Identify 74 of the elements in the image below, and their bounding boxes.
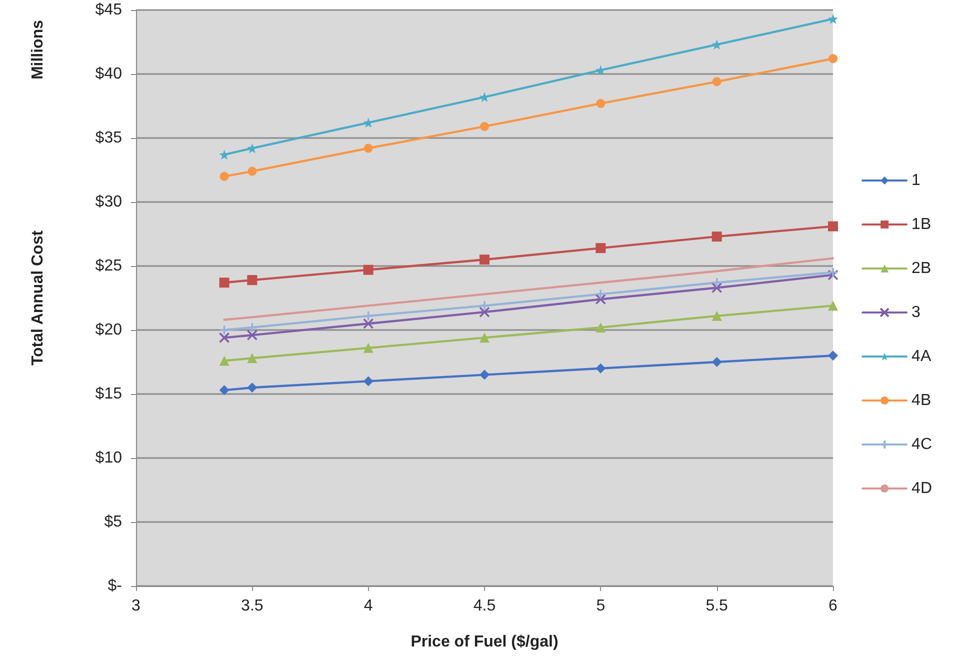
point <box>480 370 490 380</box>
point <box>828 54 838 64</box>
point <box>363 376 374 386</box>
point <box>362 318 374 329</box>
x-tick-label: 3 <box>132 598 141 614</box>
point <box>712 310 722 321</box>
legend-label: 4C <box>912 436 932 453</box>
point <box>247 382 258 393</box>
y-tick-label: $5 <box>104 514 122 530</box>
point <box>247 275 258 286</box>
point <box>712 232 722 242</box>
point <box>711 282 722 294</box>
y-tick-label: $40 <box>95 66 122 82</box>
point <box>480 92 490 102</box>
point <box>711 277 722 288</box>
point <box>362 310 374 322</box>
x-axis-title: Price of Fuel ($/gal) <box>410 634 558 650</box>
point <box>218 324 230 336</box>
point <box>828 14 838 24</box>
line-series <box>223 257 834 321</box>
point <box>828 221 838 232</box>
x-tick-label: 4 <box>364 598 373 614</box>
point <box>479 300 490 312</box>
point <box>480 122 489 131</box>
point <box>595 288 606 300</box>
legend-label: 4B <box>912 392 932 409</box>
x-tick-label: 5.5 <box>706 598 728 614</box>
point <box>828 350 838 361</box>
y-tick-label: $45 <box>95 2 122 18</box>
x-tick-label: 5 <box>596 598 606 614</box>
point <box>828 267 838 278</box>
point <box>712 40 722 50</box>
point <box>479 306 490 318</box>
point <box>246 330 258 341</box>
y-tick-label: $25 <box>95 258 122 274</box>
y-tick-label: $30 <box>95 194 122 210</box>
legend-label: 2B <box>912 260 932 277</box>
point <box>219 278 230 288</box>
x-tick-label: 3.5 <box>241 598 264 614</box>
point <box>596 322 606 332</box>
x-tick-label: 6 <box>828 598 838 614</box>
point <box>596 98 606 108</box>
point <box>247 353 258 364</box>
point <box>363 264 374 275</box>
point <box>218 332 230 344</box>
text: Millions <box>30 20 46 80</box>
legend-label: 4A <box>912 348 932 365</box>
point <box>828 270 838 280</box>
y-tick-label: $- <box>108 578 122 594</box>
y-tick-label: $10 <box>95 450 122 466</box>
y-tick-label: $15 <box>95 386 122 402</box>
point <box>248 166 257 176</box>
point <box>480 332 490 343</box>
y-tick-label: $35 <box>95 130 122 146</box>
y-axis-title: Total Annual Cost <box>30 230 46 366</box>
point <box>596 243 606 254</box>
point <box>246 322 258 333</box>
y-tick-label: $20 <box>95 322 122 338</box>
legend-label: 1 <box>912 172 921 189</box>
point <box>363 342 374 353</box>
point <box>595 294 606 305</box>
legend-label: 4D <box>912 480 932 497</box>
point <box>364 144 373 153</box>
point <box>828 300 838 311</box>
point <box>220 172 229 181</box>
x-tick-label: 4.5 <box>473 598 496 614</box>
point <box>219 385 230 396</box>
point <box>712 77 722 86</box>
point <box>596 363 606 374</box>
legend-label: 3 <box>912 304 921 321</box>
point <box>219 356 230 366</box>
point <box>480 254 490 265</box>
point <box>712 357 722 367</box>
legend-label: 1B <box>912 216 932 233</box>
